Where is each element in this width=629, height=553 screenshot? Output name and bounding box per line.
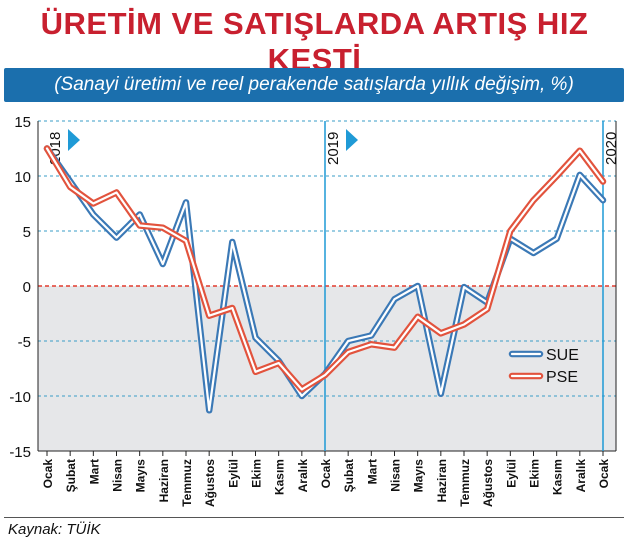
y-tick-label: 0 xyxy=(23,279,31,296)
legend-label-sue: SUE xyxy=(546,347,579,364)
x-tick-label: Kasım xyxy=(551,459,565,495)
x-tick-label: Haziran xyxy=(157,459,171,502)
year-arrow xyxy=(346,129,358,151)
x-tick-label: Şubat xyxy=(342,459,356,492)
chart-title: ÜRETİM VE SATIŞLARDA ARTIŞ HIZ KESTİ xyxy=(40,6,589,77)
y-tick-label: -5 xyxy=(18,334,31,351)
x-tick-label: Nisan xyxy=(389,459,403,492)
y-tick-label: -15 xyxy=(9,444,31,461)
x-tick-label: Ocak xyxy=(597,459,611,489)
x-tick-label: Eylül xyxy=(226,459,240,488)
footer-divider xyxy=(4,517,624,518)
x-tick-label: Aralık xyxy=(574,459,588,493)
y-tick-label: -10 xyxy=(9,389,31,406)
x-tick-label: Nisan xyxy=(111,459,125,492)
y-tick-label: 5 xyxy=(23,224,31,241)
year-label: 2020 xyxy=(603,132,620,165)
year-label: 2019 xyxy=(325,132,342,165)
y-tick-label: 15 xyxy=(14,114,31,131)
x-tick-label: Ocak xyxy=(319,459,333,489)
x-tick-label: Temmuz xyxy=(458,459,472,507)
x-tick-label: Mart xyxy=(365,459,379,484)
y-tick-label: 10 xyxy=(14,169,31,186)
source-note: Kaynak: TÜİK xyxy=(8,521,101,538)
x-tick-label: Eylül xyxy=(504,459,518,488)
x-tick-label: Haziran xyxy=(435,459,449,502)
year-arrow xyxy=(68,129,80,151)
x-tick-label: Mayıs xyxy=(134,459,148,493)
x-tick-label: Temmuz xyxy=(180,459,194,507)
chart-subtitle-text: (Sanayi üretimi ve reel perakende satışl… xyxy=(54,74,574,95)
x-tick-label: Mayıs xyxy=(412,459,426,493)
x-tick-label: Ağustos xyxy=(481,459,495,507)
chart-subtitle: (Sanayi üretimi ve reel perakende satışl… xyxy=(4,68,624,102)
x-tick-label: Ocak xyxy=(41,459,55,489)
x-tick-label: Mart xyxy=(87,459,101,484)
x-tick-label: Ekim xyxy=(528,459,542,488)
x-tick-label: Kasım xyxy=(273,459,287,495)
series-line-inner-pse xyxy=(45,147,605,391)
x-tick-label: Ekim xyxy=(250,459,264,488)
x-tick-label: Şubat xyxy=(64,459,78,492)
line-chart: 15 10 5 0 -5 -10 -15 Ocak Şubat Mart Nisan Mayıs Haz… xyxy=(9,114,620,507)
x-tick-label: Aralık xyxy=(296,459,310,493)
x-tick-label: Ağustos xyxy=(203,459,217,507)
legend-label-pse: PSE xyxy=(546,369,578,386)
